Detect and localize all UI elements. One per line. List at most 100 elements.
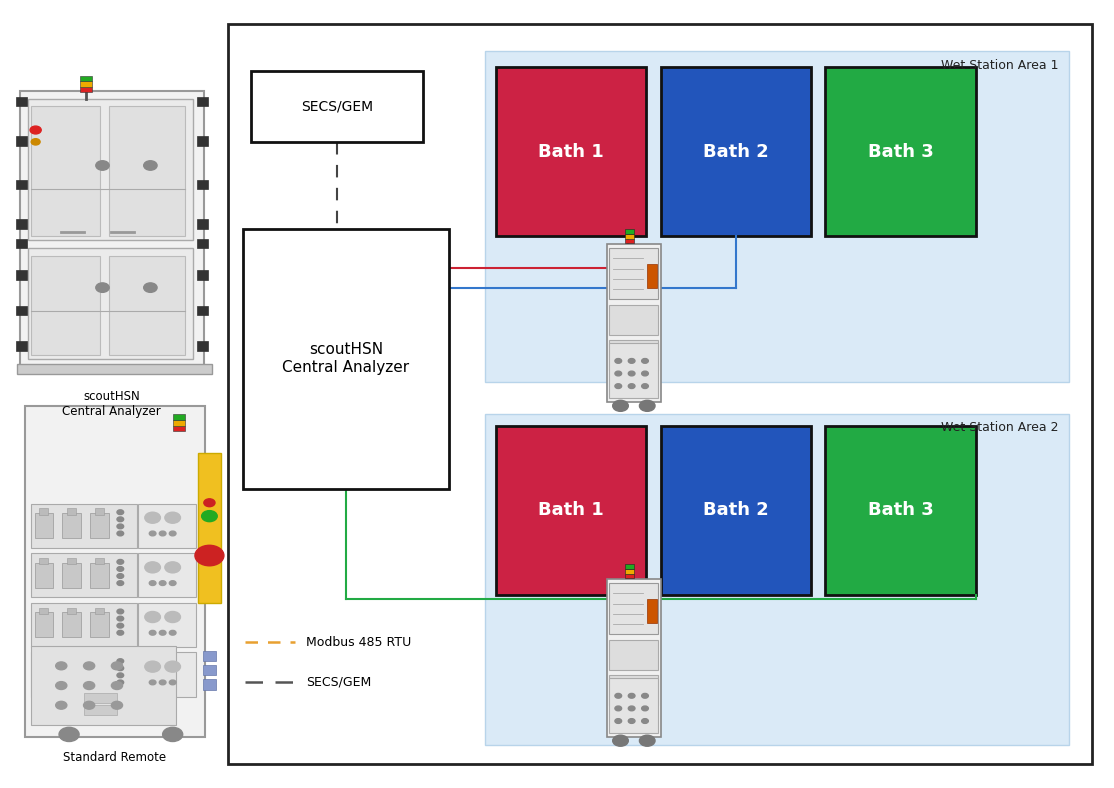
Bar xyxy=(609,640,658,670)
Circle shape xyxy=(169,680,176,685)
Circle shape xyxy=(145,661,160,672)
Circle shape xyxy=(96,161,109,170)
Circle shape xyxy=(642,693,648,698)
Bar xyxy=(138,553,196,597)
Bar xyxy=(95,508,104,515)
Bar xyxy=(28,248,193,359)
Bar xyxy=(197,306,208,315)
Circle shape xyxy=(628,384,635,388)
Circle shape xyxy=(159,531,166,536)
Bar xyxy=(197,180,208,189)
Circle shape xyxy=(117,673,124,678)
Bar xyxy=(609,340,658,370)
Circle shape xyxy=(642,384,648,388)
Bar xyxy=(67,608,76,614)
Bar xyxy=(90,563,109,588)
Bar xyxy=(197,97,208,106)
Bar xyxy=(203,651,216,661)
Circle shape xyxy=(159,630,166,635)
Circle shape xyxy=(615,384,622,388)
Bar xyxy=(16,180,27,189)
Text: Bath 3: Bath 3 xyxy=(868,501,934,519)
Circle shape xyxy=(163,727,183,742)
Bar xyxy=(625,229,634,234)
Bar xyxy=(197,270,208,280)
Circle shape xyxy=(117,581,124,585)
Bar xyxy=(31,553,137,597)
Bar xyxy=(90,513,109,538)
Bar xyxy=(95,657,104,663)
Bar xyxy=(16,219,27,229)
Circle shape xyxy=(613,735,628,746)
Circle shape xyxy=(165,611,180,623)
Circle shape xyxy=(615,719,622,723)
Bar xyxy=(39,657,48,663)
Bar xyxy=(62,662,81,687)
Circle shape xyxy=(117,680,124,685)
Bar xyxy=(609,248,658,299)
Text: Wet Station Area 2: Wet Station Area 2 xyxy=(941,422,1058,434)
Bar xyxy=(661,67,811,236)
Bar xyxy=(84,693,117,703)
Circle shape xyxy=(165,512,180,523)
Text: Bath 1: Bath 1 xyxy=(538,143,604,161)
Circle shape xyxy=(149,630,156,635)
Circle shape xyxy=(84,682,95,690)
Bar xyxy=(67,508,76,515)
Bar xyxy=(138,504,196,548)
Bar xyxy=(609,675,658,705)
Bar xyxy=(251,71,423,142)
Circle shape xyxy=(145,512,160,523)
Bar xyxy=(138,603,196,647)
Bar xyxy=(485,51,1069,382)
Bar xyxy=(173,426,185,431)
Bar xyxy=(25,406,205,737)
Circle shape xyxy=(149,531,156,536)
Bar xyxy=(80,87,92,92)
Bar xyxy=(35,662,53,687)
Bar xyxy=(95,558,104,564)
Circle shape xyxy=(642,706,648,711)
Text: scoutHSN
Central Analyzer: scoutHSN Central Analyzer xyxy=(62,390,160,418)
Text: Standard Remote: Standard Remote xyxy=(63,751,166,764)
Bar xyxy=(647,264,657,288)
Circle shape xyxy=(149,680,156,685)
Circle shape xyxy=(642,371,648,376)
Circle shape xyxy=(117,524,124,529)
Circle shape xyxy=(31,139,40,145)
Bar xyxy=(198,453,221,603)
Bar xyxy=(17,364,212,374)
Circle shape xyxy=(117,630,124,635)
Circle shape xyxy=(117,510,124,515)
Bar xyxy=(173,414,185,420)
Bar xyxy=(496,67,646,236)
Bar xyxy=(197,136,208,146)
Bar xyxy=(16,97,27,106)
Circle shape xyxy=(204,499,215,507)
Bar xyxy=(31,106,100,236)
Bar xyxy=(607,579,661,737)
Bar xyxy=(496,426,646,595)
Circle shape xyxy=(84,662,95,670)
Bar xyxy=(607,244,661,402)
Bar xyxy=(84,705,117,715)
Circle shape xyxy=(111,701,123,709)
Circle shape xyxy=(117,517,124,522)
Bar xyxy=(35,612,53,637)
Circle shape xyxy=(639,735,655,746)
Bar xyxy=(609,678,658,733)
Circle shape xyxy=(56,682,67,690)
Bar xyxy=(485,414,1069,745)
Circle shape xyxy=(615,706,622,711)
Circle shape xyxy=(117,666,124,671)
Bar xyxy=(35,563,53,588)
Bar xyxy=(16,136,27,146)
Bar xyxy=(39,508,48,515)
Circle shape xyxy=(159,680,166,685)
Circle shape xyxy=(117,567,124,571)
Bar xyxy=(67,558,76,564)
Text: Modbus 485 RTU: Modbus 485 RTU xyxy=(306,636,411,649)
Bar xyxy=(90,662,109,687)
Circle shape xyxy=(615,359,622,363)
Bar xyxy=(197,219,208,229)
